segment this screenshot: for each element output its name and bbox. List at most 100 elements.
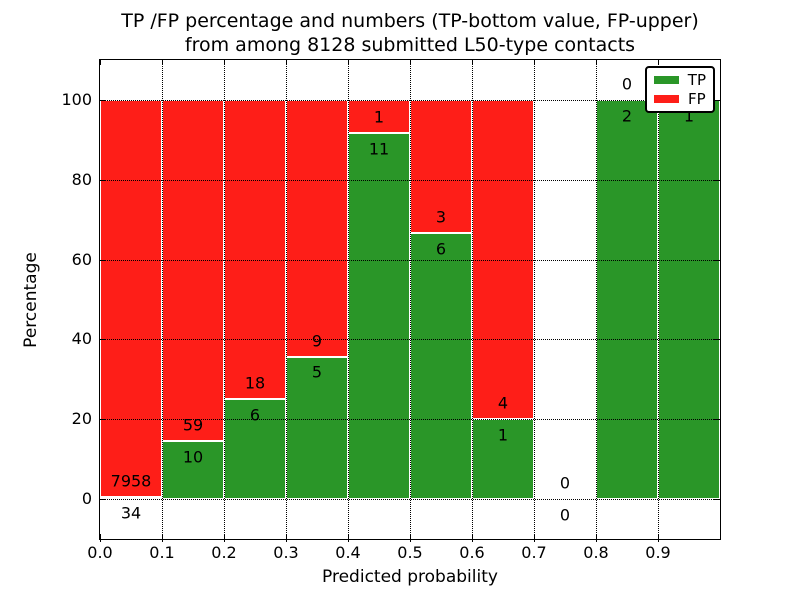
x-tick-mark	[348, 534, 349, 542]
x-tick-label: 0.8	[583, 543, 609, 562]
bar-tp	[658, 99, 720, 500]
x-tick-mark-top	[162, 60, 163, 65]
fp-count-label: 59	[182, 415, 204, 435]
x-gridline	[472, 60, 473, 539]
tp-count-label: 6	[435, 239, 447, 259]
x-gridline	[224, 60, 225, 539]
x-tick-label: 0.1	[149, 543, 175, 562]
x-tick-mark	[658, 534, 659, 542]
y-tick-mark-right	[714, 179, 720, 181]
tp-color-swatch	[654, 76, 679, 84]
y-tick-mark	[100, 419, 106, 421]
y-tick-label: 20	[71, 409, 92, 429]
fp-count-label: 18	[244, 373, 266, 393]
bar-fp	[348, 99, 410, 134]
x-tick-mark	[472, 534, 473, 542]
chart-title-line2: from among 8128 submitted L50-type conta…	[184, 34, 636, 56]
bar-tp	[162, 441, 224, 500]
x-tick-mark-top	[472, 60, 473, 65]
x-tick-label: 0.0	[87, 543, 113, 562]
y-tick-mark	[100, 99, 106, 101]
bar-fp	[472, 99, 534, 420]
legend-label-fp: FP	[688, 89, 706, 108]
x-tick-mark	[162, 534, 163, 542]
tp-count-label: 11	[368, 139, 390, 159]
y-tick-mark-right	[714, 99, 720, 101]
legend-item-tp: TP	[654, 70, 706, 89]
fp-count-label: 7958	[110, 471, 152, 491]
bar-fp	[224, 99, 286, 400]
tp-count-label: 10	[182, 447, 204, 467]
fp-count-label: 0	[559, 473, 571, 493]
x-tick-label: 0.6	[459, 543, 485, 562]
fp-count-label: 3	[435, 207, 447, 227]
y-tick-mark-right	[714, 499, 720, 501]
x-gridline	[162, 60, 163, 539]
x-tick-mark-top	[100, 60, 101, 65]
tp-count-label: 2	[621, 106, 633, 126]
x-tick-label: 0.3	[273, 543, 299, 562]
fp-count-label: 4	[497, 393, 509, 413]
x-tick-mark	[534, 534, 535, 542]
x-tick-mark	[410, 534, 411, 542]
bar-tp	[596, 99, 658, 500]
legend-item-fp: FP	[654, 89, 706, 108]
y-tick-mark	[100, 499, 106, 501]
tp-count-label: 1	[683, 106, 695, 126]
fp-count-label: 1	[373, 107, 385, 127]
y-tick-mark	[100, 259, 106, 261]
x-gridline	[534, 60, 535, 539]
x-tick-mark-top	[224, 60, 225, 65]
x-gridline	[286, 60, 287, 539]
x-tick-label: 0.5	[397, 543, 423, 562]
x-gridline	[348, 60, 349, 539]
bar-fp	[100, 99, 162, 498]
plot-area: TP FP 7958 34 59 10 18 6 9 5 1 11 3 6 4 1 0 0 0 2 1	[99, 59, 721, 542]
x-tick-mark-top	[596, 60, 597, 65]
y-tick-mark-right	[714, 419, 720, 421]
y-tick-label: 100	[61, 89, 92, 109]
x-tick-label: 0.7	[521, 543, 547, 562]
x-tick-label: 0.4	[335, 543, 361, 562]
bar-tp	[286, 356, 348, 500]
chart-title: TP /FP percentage and numbers (TP-bottom…	[100, 9, 720, 57]
y-tick-label: 40	[71, 329, 92, 349]
x-tick-mark	[596, 534, 597, 542]
bar-tp	[348, 133, 410, 500]
legend-label-tp: TP	[687, 70, 706, 89]
y-tick-mark	[100, 179, 106, 181]
x-gridline	[596, 60, 597, 539]
x-tick-mark-top	[348, 60, 349, 65]
bar-fp	[286, 99, 348, 357]
bar-fp	[162, 99, 224, 442]
fp-color-swatch	[654, 95, 679, 103]
y-tick-mark	[100, 339, 106, 341]
y-tick-mark-right	[714, 339, 720, 341]
x-tick-mark	[224, 534, 225, 542]
x-tick-mark	[286, 534, 287, 542]
chart-title-line1: TP /FP percentage and numbers (TP-bottom…	[121, 10, 699, 32]
bar-tp	[410, 232, 472, 500]
tp-count-label: 5	[311, 362, 323, 382]
tp-count-label: 6	[249, 405, 261, 425]
bar-tp	[100, 497, 162, 500]
y-tick-label: 80	[71, 169, 92, 189]
legend: TP FP	[645, 66, 715, 113]
tp-count-label: 0	[559, 505, 571, 525]
fp-count-label: 0	[621, 74, 633, 94]
x-tick-mark-top	[410, 60, 411, 65]
x-axis-label: Predicted probability	[322, 567, 498, 587]
x-tick-label: 0.2	[211, 543, 237, 562]
x-tick-mark	[100, 534, 101, 542]
x-tick-mark-top	[286, 60, 287, 65]
x-gridline	[410, 60, 411, 539]
tp-count-label: 34	[120, 503, 142, 523]
x-tick-mark-top	[658, 60, 659, 65]
bar-tp	[472, 419, 534, 500]
y-tick-label: 60	[71, 249, 92, 269]
x-tick-mark-top	[534, 60, 535, 65]
y-tick-label: 0	[81, 489, 92, 509]
x-gridline	[658, 60, 659, 539]
y-tick-mark-right	[714, 259, 720, 261]
